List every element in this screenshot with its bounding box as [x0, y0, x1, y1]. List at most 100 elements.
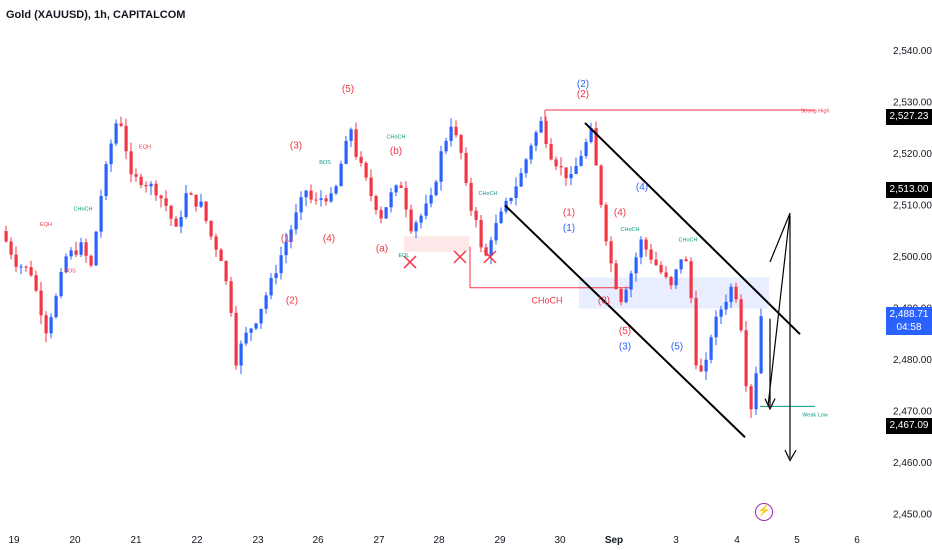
wave-label: (3) [290, 141, 302, 152]
wave-label: (4) [323, 233, 335, 244]
candle-body [199, 201, 203, 207]
x-axis: 19 20 21 22 23 26 27 28 29 30 Sep 3 4 5 6 [8, 535, 860, 546]
wave-label: (2) [577, 79, 589, 90]
y-tick-label: 2,460.00 [893, 458, 932, 469]
candle-body [404, 187, 408, 210]
candle-body [539, 121, 543, 133]
candle-body [574, 165, 578, 174]
x-tick-label: 19 [8, 535, 20, 546]
candle-body [139, 176, 143, 185]
candle-body [309, 190, 313, 200]
countdown: 04:58 [896, 322, 922, 333]
supply-zone [404, 236, 469, 252]
candle-body [299, 197, 303, 213]
candle-body [424, 203, 428, 216]
candle-body [439, 151, 443, 182]
x-tick-label: 5 [794, 535, 800, 546]
x-tick-label: 23 [252, 535, 264, 546]
candle-body [609, 241, 613, 264]
candle-body [434, 181, 438, 196]
candle-body [409, 209, 413, 232]
candle-body [334, 186, 338, 194]
candle-body [204, 201, 208, 221]
candle-body [214, 236, 218, 250]
structure-label: EQL [398, 253, 409, 259]
candle-body [589, 128, 593, 143]
y-tick-label: 2,470.00 [893, 406, 932, 417]
x-tick-label: 20 [69, 535, 81, 546]
candle-body [449, 126, 453, 141]
candle-body [264, 295, 268, 309]
candle-body [239, 343, 243, 366]
candle-body [229, 281, 233, 313]
structure-label: EQH [40, 222, 52, 228]
y-tick-label: 2,530.00 [893, 97, 932, 108]
channel-lower [504, 204, 746, 438]
candle-body [364, 162, 368, 178]
y-tick-label: 2,500.00 [893, 252, 932, 263]
candle-body [154, 183, 158, 196]
candle-body [114, 123, 118, 144]
candle-body [339, 163, 343, 187]
candle-body [189, 193, 193, 195]
structure-label: Strong High [800, 109, 829, 115]
candle-body [759, 316, 763, 374]
x-tick-label: 22 [191, 535, 203, 546]
drawings [403, 109, 815, 462]
candle-body [84, 242, 88, 256]
candle-body [29, 267, 33, 276]
candle-body [79, 242, 83, 255]
y-tick-label: 2,510.00 [893, 200, 932, 211]
candle-body [4, 231, 8, 242]
candle-body [284, 241, 288, 256]
wave-label: (b) [390, 146, 402, 157]
candle-body [124, 125, 128, 152]
candle-body [679, 259, 683, 270]
structure-label: EQH [139, 145, 151, 151]
wave-label: (5) [619, 326, 631, 337]
candle-body [499, 211, 503, 224]
arrow-head [784, 449, 797, 462]
candle-body [74, 250, 78, 255]
candle-body [224, 261, 228, 282]
candle-body [329, 193, 333, 202]
candle-body [174, 218, 178, 227]
lightning-bolt-icon[interactable]: ⚡ [755, 503, 773, 521]
candle-body [529, 145, 533, 160]
candle-body [579, 155, 583, 166]
candle-body [584, 142, 588, 156]
y-axis: 2,450.002,460.002,470.002,480.002,490.00… [893, 46, 932, 521]
candle-body [469, 182, 473, 211]
candle-body [49, 317, 53, 334]
candle-body [604, 204, 608, 242]
candle-body [119, 123, 123, 126]
candle-body [99, 196, 103, 232]
live-price: 2,488.71 [889, 309, 929, 320]
candle-body [89, 255, 93, 266]
x-tick-label: 27 [373, 535, 385, 546]
candle-body [549, 144, 553, 160]
candle-body [734, 286, 738, 300]
wave-label: (1) [563, 223, 575, 234]
candle-body [279, 255, 283, 274]
candle-body [594, 128, 598, 166]
candle-body [554, 159, 558, 167]
candle-body [709, 337, 713, 360]
channel-upper [584, 122, 801, 335]
candle-body [754, 373, 758, 410]
candle-body [244, 332, 248, 344]
wave-label: (5) [342, 84, 354, 95]
y-tick-label: 2,520.00 [893, 149, 932, 160]
candle-body [44, 315, 48, 334]
y-tick-label: 2,450.00 [893, 510, 932, 521]
invalidation-x-mark [483, 250, 497, 264]
candle-body [394, 185, 398, 193]
candle-body [254, 323, 258, 329]
candle-body [719, 309, 723, 317]
candle-body [259, 308, 263, 324]
wave-label: (a) [376, 244, 388, 255]
chart-title: Gold (XAUUSD), 1h, CAPITALCOM [6, 9, 186, 21]
candle-body [699, 365, 703, 372]
candle-body [274, 273, 278, 279]
